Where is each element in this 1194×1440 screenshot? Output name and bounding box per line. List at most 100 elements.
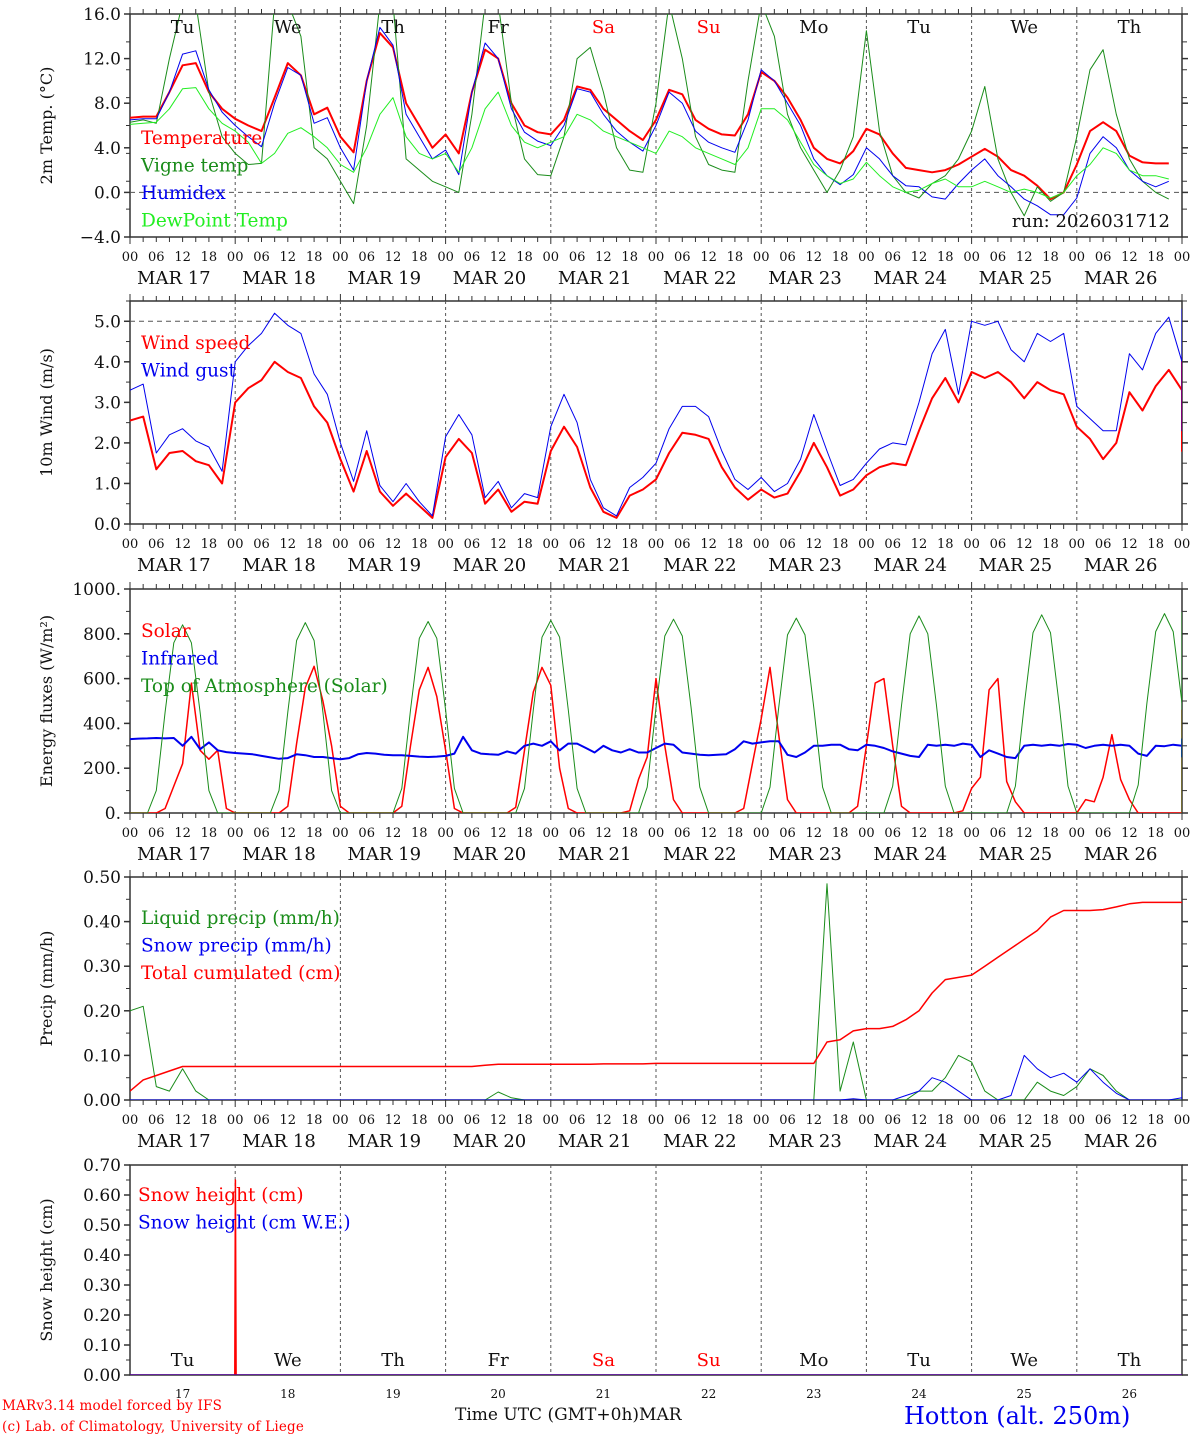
legend-entry: Top of Atmosphere (Solar): [141, 676, 388, 697]
x-day-label: MAR 23: [768, 844, 842, 865]
y-tick-label: 0.40: [83, 913, 121, 933]
y-tick-label: 4.0: [94, 139, 121, 159]
day-number-label: 18: [280, 1387, 295, 1401]
x-day-label: MAR 25: [979, 844, 1053, 865]
x-hour-label: 00: [753, 1113, 770, 1128]
weekday-label: Tu: [171, 17, 195, 38]
plot-frame: [129, 300, 1183, 525]
x-day-label: MAR 23: [768, 1131, 842, 1152]
x-hour-label: 06: [253, 1113, 270, 1128]
x-hour-label: 18: [937, 537, 954, 552]
x-day-label: MAR 17: [137, 555, 211, 576]
x-hour-label: 12: [1121, 537, 1138, 552]
x-hour-label: 00: [963, 537, 980, 552]
x-hour-label: 06: [253, 250, 270, 265]
x-hour-label: 12: [806, 826, 823, 841]
x-hour-label: 12: [280, 1113, 297, 1128]
y-tick-label: 16.0: [83, 5, 121, 25]
x-hour-label: 06: [358, 250, 375, 265]
legend-entry: Snow precip (mm/h): [141, 936, 332, 957]
x-hour-label: 06: [884, 1113, 901, 1128]
x-day-label: MAR 20: [453, 1131, 527, 1152]
series-line-wind-gust: [130, 308, 1182, 517]
y-tick-label: 0.50: [83, 868, 121, 888]
legend-entry: Infrared: [141, 649, 219, 670]
x-hour-label: 00: [753, 250, 770, 265]
x-hour-label: 06: [569, 537, 586, 552]
x-day-label: MAR 20: [453, 844, 527, 865]
y-tick-label: −4.0: [80, 228, 121, 248]
weekday-label: Tu: [171, 1350, 195, 1371]
x-hour-label: 00: [1174, 250, 1191, 265]
x-hour-label: 06: [674, 1113, 691, 1128]
x-hour-label: 18: [516, 537, 533, 552]
day-number-label: 22: [701, 1387, 716, 1401]
x-hour-label: 00: [648, 826, 665, 841]
legend-entry: Vigne temp: [140, 156, 248, 177]
x-hour-label: 00: [1069, 826, 1086, 841]
weekday-label: Th: [381, 1350, 405, 1371]
x-hour-label: 00: [227, 1113, 244, 1128]
y-tick-label: 0.00: [83, 1366, 121, 1386]
day-number-label: 20: [491, 1387, 506, 1401]
legend-entry: Wind gust: [141, 361, 236, 382]
x-hour-label: 12: [700, 1113, 717, 1128]
series-line-top-of-atmosphere-solar-: [130, 612, 1182, 813]
legend-entry: DewPoint Temp: [141, 211, 288, 232]
x-hour-label: 00: [122, 826, 139, 841]
panel-5: 0.70 0.60 0.50 0.40 0.30 0.20 0.10 0.00 Snow hei…: [37, 1156, 1188, 1401]
x-hour-label: 12: [490, 537, 507, 552]
x-hour-label: 18: [516, 250, 533, 265]
x-hour-label: 18: [411, 1113, 428, 1128]
x-day-label: MAR 25: [979, 555, 1053, 576]
x-hour-label: 18: [201, 826, 218, 841]
y-tick-label: 0.: [105, 804, 121, 824]
x-day-label: MAR 18: [242, 268, 316, 289]
series-group: [130, 883, 1182, 1100]
weekday-label: Th: [1118, 17, 1142, 38]
x-hour-label: 00: [332, 250, 349, 265]
x-hour-label: 06: [990, 537, 1007, 552]
x-hour-label: 06: [464, 250, 481, 265]
y-tick-label: 600.: [83, 670, 121, 690]
weekday-label: Sa: [592, 17, 615, 38]
x-hour-label: 12: [1016, 250, 1033, 265]
x-hour-label: 00: [1174, 1113, 1191, 1128]
y-tick-label: 0.20: [83, 1306, 121, 1326]
x-hour-label: 00: [332, 1113, 349, 1128]
series-line-infrared: [130, 735, 1182, 761]
series-line-dewpoint-temp: [130, 87, 1169, 199]
legend-entry: Liquid precip (mm/h): [141, 908, 340, 929]
x-hour-label: 06: [464, 537, 481, 552]
x-day-label: MAR 21: [558, 844, 632, 865]
x-hour-label: 00: [543, 537, 560, 552]
x-hour-label: 00: [227, 537, 244, 552]
series-line-wind-speed: [130, 356, 1182, 519]
y-tick-label: 1000.: [72, 580, 121, 600]
x-hour-label: 06: [148, 1113, 165, 1128]
x-hour-label: 00: [1069, 537, 1086, 552]
x-axis-month: MAR: [639, 1405, 682, 1425]
x-hour-label: 18: [937, 826, 954, 841]
weekday-label: Mo: [799, 1350, 828, 1371]
x-hour-label: 12: [490, 250, 507, 265]
x-hour-label: 12: [911, 250, 928, 265]
x-hour-label: 00: [1069, 250, 1086, 265]
x-hour-label: 12: [700, 250, 717, 265]
weekday-label: Th: [381, 17, 405, 38]
x-hour-label: 00: [332, 826, 349, 841]
x-hour-label: 06: [990, 250, 1007, 265]
x-hour-label: 12: [280, 250, 297, 265]
x-hour-label: 12: [1016, 537, 1033, 552]
day-number-label: 17: [175, 1387, 190, 1401]
y-tick-label: 0.0: [94, 183, 121, 203]
x-hour-label: 18: [1147, 250, 1164, 265]
x-day-label: MAR 18: [242, 844, 316, 865]
x-hour-label: 00: [753, 826, 770, 841]
y-tick-label: 0.20: [83, 1002, 121, 1022]
copyright-credit: (c) Lab. of Climatology, University of L…: [2, 1419, 305, 1435]
x-hour-label: 00: [858, 1113, 875, 1128]
x-hour-label: 12: [700, 537, 717, 552]
x-hour-label: 18: [306, 250, 323, 265]
x-hour-label: 18: [516, 826, 533, 841]
